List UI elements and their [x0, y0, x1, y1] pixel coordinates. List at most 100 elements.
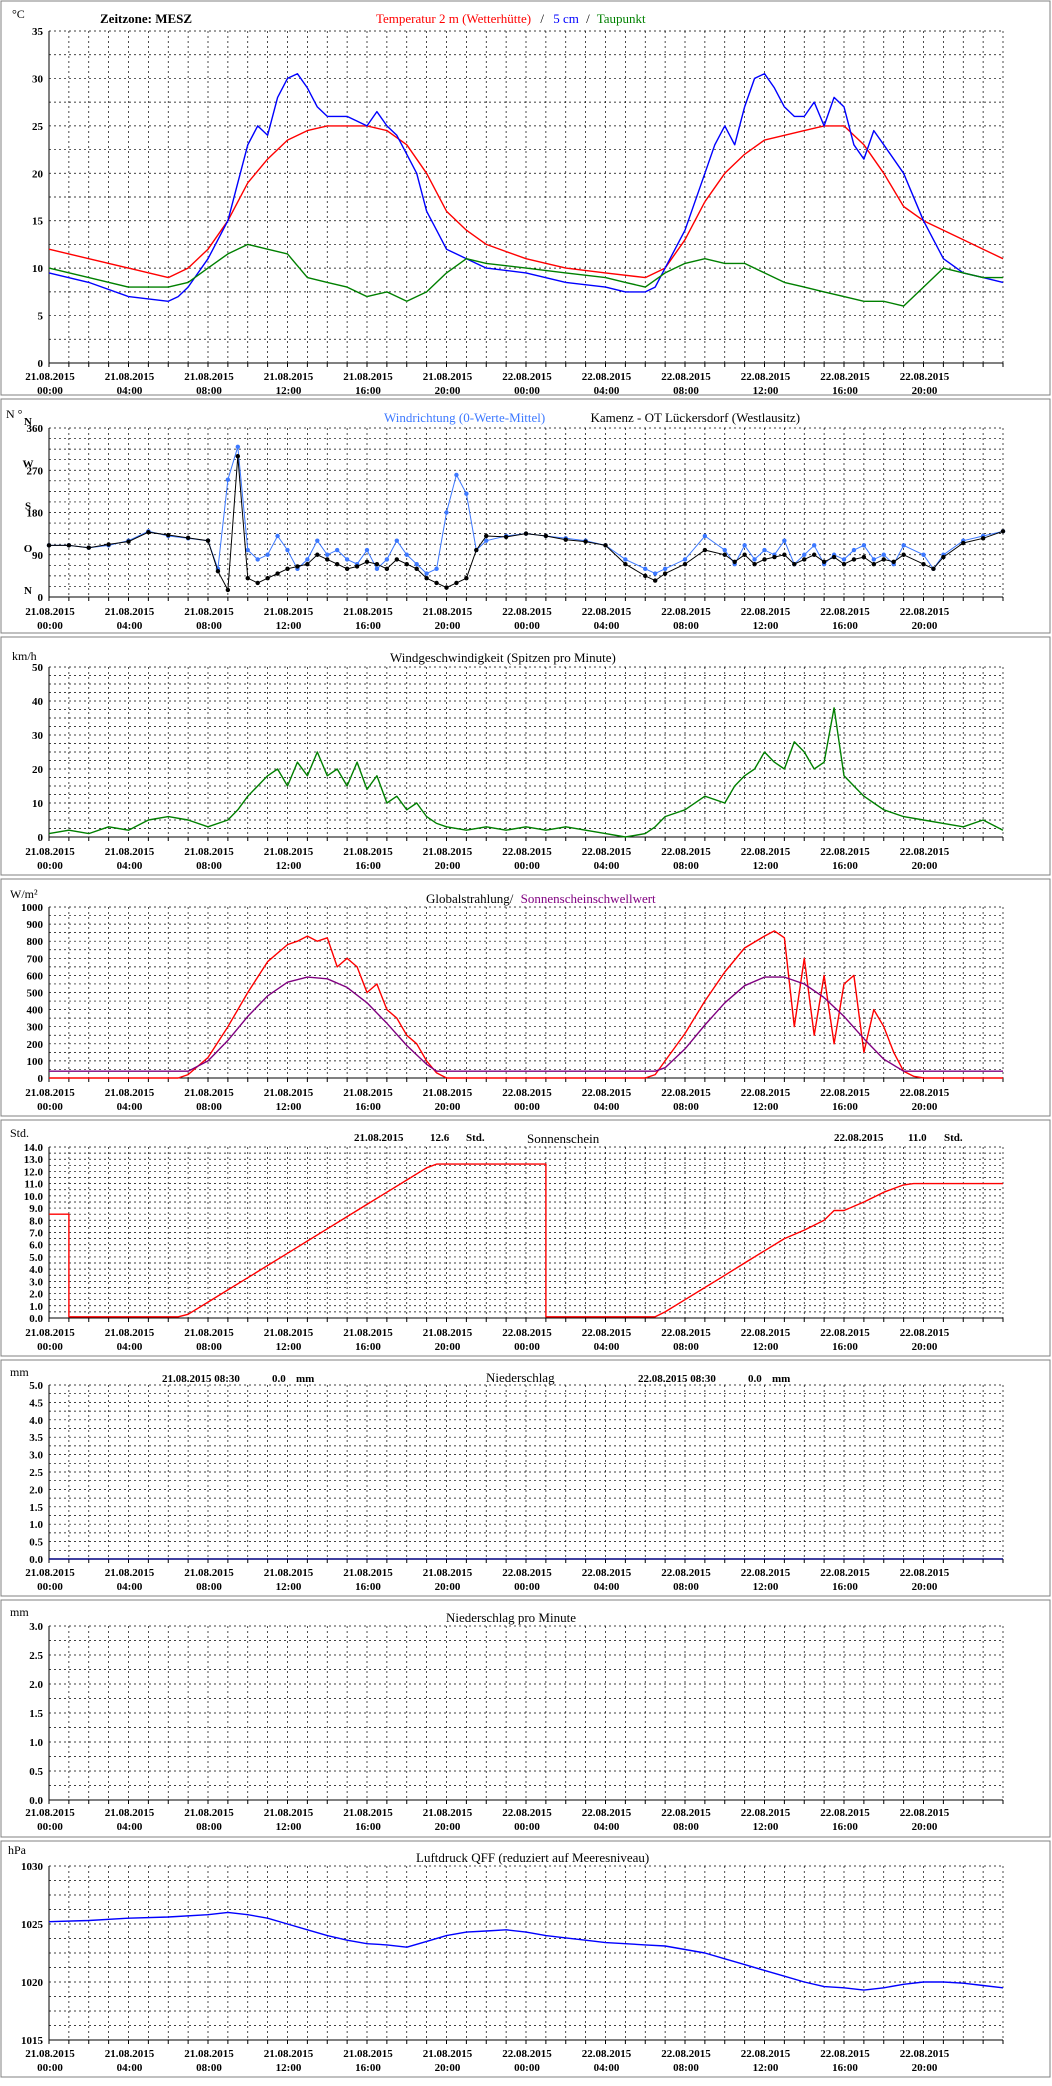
x-tick-label: 12:00 [753, 385, 779, 397]
x-tick-label: 04:00 [594, 2062, 620, 2074]
x-tick-label: 12:00 [276, 2062, 302, 2074]
x-tick-label: 21.08.2015 [105, 1087, 155, 1099]
x-tick-label: 00:00 [37, 860, 63, 872]
x-tick-label: 21.08.2015 [25, 371, 75, 383]
x-tick-label: 22.08.2015 [820, 371, 870, 383]
x-tick-label: 08:00 [673, 860, 699, 872]
x-tick-label: 20:00 [435, 1821, 461, 1833]
day1-date: 21.08.2015 08:30 [162, 1373, 240, 1385]
y-tick-label: 4.0 [29, 1264, 43, 1276]
x-tick-label: 22.08.2015 [820, 606, 870, 618]
y-tick-label: 30 [32, 73, 44, 85]
x-tick-label: 08:00 [196, 385, 222, 397]
x-tick-label: 21.08.2015 [105, 606, 155, 618]
chart-title: Sonnenschein [527, 1131, 600, 1146]
x-tick-label: 22.08.2015 [502, 1087, 552, 1099]
x-tick-label: 08:00 [673, 385, 699, 397]
y-tick-label: 10 [32, 798, 44, 810]
x-tick-label: 04:00 [594, 1101, 620, 1113]
x-tick-label: 22.08.2015 [661, 371, 711, 383]
x-tick-label: 16:00 [832, 1341, 858, 1353]
x-tick-label: 21.08.2015 [264, 371, 314, 383]
x-tick-label: 20:00 [912, 1341, 938, 1353]
chart-title: Globalstrahlung/ Sonnenscheinschwellwert [426, 891, 656, 906]
y-tick-label: 1020 [21, 1977, 44, 1989]
x-tick-label: 12:00 [276, 1101, 302, 1113]
x-tick-label: 12:00 [276, 860, 302, 872]
x-tick-label: 22.08.2015 [741, 1807, 791, 1819]
x-tick-label: 08:00 [196, 1581, 222, 1593]
y-tick-label: 5 [38, 311, 44, 323]
x-tick-label: 21.08.2015 [184, 1327, 234, 1339]
x-tick-label: 20:00 [435, 620, 461, 632]
y-tick-label: 300 [27, 1022, 44, 1034]
x-tick-label: 22.08.2015 [661, 1567, 711, 1579]
series-line [49, 446, 1004, 575]
unit-label: N ° [6, 407, 23, 421]
x-tick-label: 22.08.2015 [741, 2048, 791, 2060]
y-tick-label: 30 [32, 730, 44, 742]
chart-title: Temperatur 2 m (Wetterhütte) / 5 cm / Ta… [376, 11, 646, 26]
x-tick-label: 12:00 [276, 1821, 302, 1833]
x-tick-label: 16:00 [355, 1821, 381, 1833]
x-tick-label: 21.08.2015 [343, 1807, 393, 1819]
x-tick-label: 12:00 [753, 1101, 779, 1113]
y-tick-label: 25 [32, 121, 44, 133]
legend-temperature: Temperatur 2 m (Wetterhütte) [376, 11, 531, 26]
panel-wind-speed: km/h Windgeschwindigkeit (Spitzen pro Mi… [0, 636, 1051, 876]
panel-sunshine: Std. 21.08.2015 12.6 Std. Sonnenschein 2… [0, 1119, 1051, 1357]
y-tick-label: 20 [32, 764, 44, 776]
x-tick-label: 16:00 [832, 1101, 858, 1113]
y-tick-label: 90 [32, 550, 44, 562]
x-tick-label: 22.08.2015 [661, 846, 711, 858]
x-tick-label: 21.08.2015 [25, 606, 75, 618]
panel-temperature: °C Zeitzone: MESZ Temperatur 2 m (Wetter… [0, 0, 1051, 396]
data-point [1000, 529, 1006, 534]
x-tick-label: 21.08.2015 [184, 2048, 234, 2060]
y-tick-label: 8.0 [29, 1215, 43, 1227]
x-tick-label: 22.08.2015 [741, 1327, 791, 1339]
panel-frame [0, 636, 1051, 876]
x-tick-label: 22.08.2015 [741, 606, 791, 618]
x-tick-label: 21.08.2015 [343, 2048, 393, 2060]
x-tick-label: 08:00 [673, 1821, 699, 1833]
panel-frame [0, 398, 1051, 634]
unit-label: mm [10, 1365, 29, 1379]
x-tick-label: 08:00 [196, 2062, 222, 2074]
x-tick-label: 21.08.2015 [423, 1087, 473, 1099]
x-tick-label: 21.08.2015 [423, 371, 473, 383]
y-tick-label: 3.0 [29, 1276, 43, 1288]
y-tick-label: 40 [32, 696, 44, 708]
x-tick-label: 21.08.2015 [423, 2048, 473, 2060]
y-tick-label: 1025 [21, 1919, 44, 1931]
x-tick-label: 20:00 [435, 2062, 461, 2074]
y-tick-label: 1.5 [29, 1708, 43, 1720]
x-tick-label: 22.08.2015 [741, 846, 791, 858]
y-tick-label: 3.0 [29, 1621, 43, 1633]
x-tick-label: 22.08.2015 [661, 1807, 711, 1819]
x-tick-label: 00:00 [37, 1101, 63, 1113]
y-tick-label: 360 [27, 423, 44, 435]
compass-label: S [25, 501, 31, 513]
y-tick-label: 2.0 [29, 1679, 43, 1691]
x-tick-label: 22.08.2015 [661, 2048, 711, 2060]
day2-date: 22.08.2015 [834, 1132, 884, 1144]
x-tick-label: 22.08.2015 [502, 1327, 552, 1339]
x-tick-label: 22.08.2015 [741, 1567, 791, 1579]
plot-area: 0.0 0.5 1.0 1.5 2.0 2.5 3.0 3.5 4.0 4.5 5.0 21.08.2… [25, 1380, 1004, 1593]
y-tick-label: 1.0 [29, 1737, 43, 1749]
x-tick-label: 21.08.2015 [264, 1567, 314, 1579]
y-tick-label: 1.0 [29, 1301, 43, 1313]
x-tick-label: 04:00 [594, 1821, 620, 1833]
x-tick-label: 22.08.2015 [502, 1567, 552, 1579]
x-tick-label: 21.08.2015 [105, 1807, 155, 1819]
x-tick-label: 21.08.2015 [343, 606, 393, 618]
x-tick-label: 21.08.2015 [423, 1567, 473, 1579]
x-tick-label: 22.08.2015 [582, 1567, 632, 1579]
plot-area: 090180270360NOSWN21.08.201500:0021.08.20… [23, 416, 1006, 632]
x-tick-label: 22.08.2015 [820, 1807, 870, 1819]
x-tick-label: 22.08.2015 [820, 1087, 870, 1099]
x-tick-label: 22.08.2015 [582, 2048, 632, 2060]
x-tick-label: 21.08.2015 [184, 606, 234, 618]
y-tick-label: 11.0 [24, 1179, 43, 1191]
